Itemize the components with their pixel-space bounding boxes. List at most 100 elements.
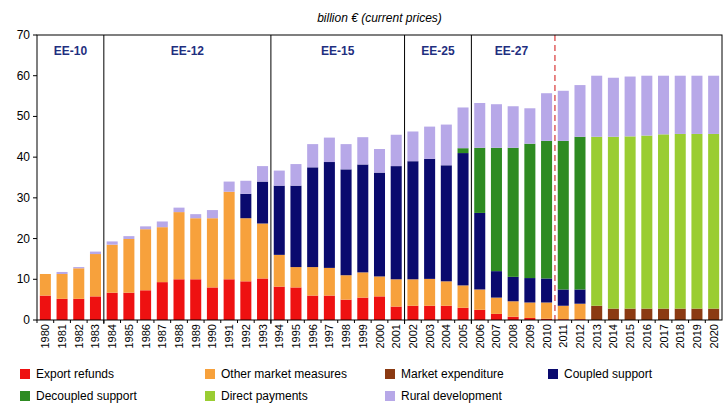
- period-label: EE-15: [321, 44, 355, 58]
- y-tick: [33, 35, 37, 36]
- bar-segment: [290, 164, 301, 186]
- bar-segment: [123, 236, 134, 239]
- x-tick-label: 1985: [123, 324, 135, 348]
- bar-segment: [207, 218, 218, 287]
- x-tick: [387, 320, 388, 323]
- bar-segment: [357, 298, 368, 320]
- y-tick: [33, 157, 37, 158]
- bar-segment: [458, 153, 469, 285]
- bar-segment: [341, 275, 352, 299]
- bar-segment: [591, 306, 602, 320]
- bar-segment: [558, 141, 569, 290]
- bar-segment: [40, 296, 51, 320]
- x-tick-label: 2002: [407, 324, 419, 348]
- bar-segment: [541, 141, 552, 279]
- period-label: EE-10: [54, 44, 88, 58]
- bar-segment: [307, 167, 318, 267]
- bar-segment: [324, 296, 335, 320]
- bar-segment: [458, 107, 469, 148]
- x-tick: [521, 320, 522, 323]
- x-tick: [621, 320, 622, 323]
- bar-segment: [341, 169, 352, 275]
- bar-segment: [708, 134, 719, 309]
- y-tick-label: 50: [17, 109, 31, 123]
- x-tick: [605, 320, 606, 323]
- bar-segment: [391, 279, 402, 306]
- bar-segment: [257, 182, 268, 224]
- bar-segment: [173, 279, 184, 320]
- bar-segment: [508, 148, 519, 277]
- bar-segment: [140, 290, 151, 320]
- bar-segment: [474, 213, 485, 290]
- bar-segment: [224, 279, 235, 320]
- bar-segment: [424, 279, 435, 306]
- x-tick: [688, 320, 689, 323]
- bar-segment: [290, 287, 301, 320]
- y-tick-label: 40: [17, 150, 31, 164]
- x-tick-label: 1996: [307, 324, 319, 348]
- x-tick: [671, 320, 672, 323]
- bar-segment: [441, 125, 452, 166]
- x-tick-label: 2008: [507, 324, 519, 348]
- bar-segment: [441, 165, 452, 281]
- plot-frame: [37, 35, 722, 320]
- bar-segment: [574, 304, 585, 319]
- bar-segment: [658, 76, 669, 135]
- y-tick: [33, 238, 37, 239]
- x-tick-label: 2005: [457, 324, 469, 348]
- x-tick-label: 1997: [323, 324, 335, 348]
- x-tick-label: 2012: [574, 324, 586, 348]
- x-tick: [404, 320, 405, 323]
- y-tick: [33, 279, 37, 280]
- bar-segment: [274, 255, 285, 287]
- bar-segment: [73, 299, 84, 320]
- x-tick: [120, 320, 121, 323]
- x-tick-label: 2013: [591, 324, 603, 348]
- bar-segment: [357, 137, 368, 164]
- x-tick: [421, 320, 422, 323]
- bar-segment: [675, 309, 686, 320]
- bar-segment: [290, 186, 301, 267]
- bar-segment: [491, 148, 502, 271]
- bar-segment: [57, 274, 68, 299]
- bar-segment: [40, 274, 51, 296]
- x-tick: [187, 320, 188, 323]
- bar-segment: [441, 306, 452, 320]
- x-tick: [153, 320, 154, 323]
- x-tick: [204, 320, 205, 323]
- x-tick: [70, 320, 71, 323]
- bar-segment: [591, 137, 602, 306]
- bar-segment: [123, 239, 134, 293]
- x-tick: [655, 320, 656, 323]
- bar-segment: [491, 104, 502, 148]
- y-tick-label: 70: [17, 28, 31, 42]
- chart: billion € (current prices)EE-10EE-12EE-1…: [0, 0, 728, 410]
- x-tick-label: 2001: [390, 324, 402, 348]
- bar-segment: [324, 138, 335, 162]
- x-tick: [53, 320, 54, 323]
- x-tick-label: 1982: [73, 324, 85, 348]
- bar-segment: [658, 134, 669, 308]
- bar-segment: [574, 85, 585, 137]
- bar-segment: [675, 134, 686, 309]
- bar-segment: [190, 214, 201, 218]
- bar-segment: [257, 166, 268, 181]
- bar-segment: [341, 144, 352, 169]
- x-tick: [471, 320, 472, 323]
- x-tick-label: 2006: [474, 324, 486, 348]
- x-tick-label: 2010: [541, 324, 553, 348]
- x-tick-label: 2009: [524, 324, 536, 348]
- bar-segment: [625, 136, 636, 308]
- bar-segment: [625, 309, 636, 320]
- legend-swatch: [205, 391, 215, 401]
- bar-segment: [190, 279, 201, 320]
- period-label: EE-25: [421, 44, 455, 58]
- bar-segment: [407, 279, 418, 305]
- bar-segment: [357, 164, 368, 272]
- x-tick-label: 1991: [223, 324, 235, 348]
- period-separator: [404, 35, 405, 324]
- bar-segment: [274, 171, 285, 186]
- bar-segment: [73, 268, 84, 299]
- x-tick-label: 2007: [490, 324, 502, 348]
- bar-segment: [558, 306, 569, 319]
